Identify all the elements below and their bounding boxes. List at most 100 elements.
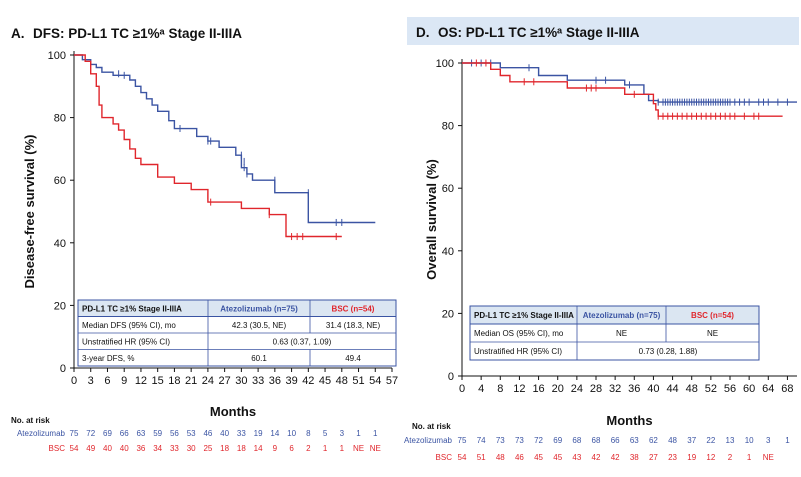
- p1-stats-row-atezo: NE: [616, 329, 627, 338]
- p0-risk-row-label: BSC: [49, 444, 66, 453]
- p1-risk-value: 51: [477, 453, 486, 462]
- p1-stats-header-label: PD-L1 TC ≥1% Stage II-IIIA: [474, 311, 574, 320]
- p0-stats-header-atezo: Atezolizumab (n=75): [220, 304, 298, 313]
- p0-stats-header-bsc: BSC (n=54): [332, 304, 375, 313]
- p1-risk-table-header: No. at risk: [412, 422, 451, 431]
- p0-y-tick-label: 20: [54, 300, 66, 312]
- p0-x-tick-label: 30: [235, 375, 247, 387]
- p0-risk-value: 1: [356, 429, 361, 438]
- p0-stats-row-combined: 0.63 (0.37, 1.09): [273, 337, 332, 346]
- p0-risk-row-label: Atezolizumab: [17, 429, 66, 438]
- p1-risk-value: 66: [611, 436, 620, 445]
- p1-risk-value: 2: [728, 453, 733, 462]
- p1-x-tick-label: 44: [666, 383, 678, 395]
- p1-x-tick-label: 40: [647, 383, 659, 395]
- p1-x-tick-label: 68: [781, 383, 793, 395]
- p1-risk-value: 48: [496, 453, 505, 462]
- p0-x-tick-label: 3: [88, 375, 94, 387]
- p1-risk-value: 63: [630, 436, 639, 445]
- p1-risk-row-label: Atezolizumab: [404, 436, 453, 445]
- p1-risk-value: 68: [592, 436, 601, 445]
- p0-risk-value: 75: [70, 429, 79, 438]
- p1-y-tick-label: 40: [442, 246, 454, 258]
- p0-risk-value: NE: [353, 444, 364, 453]
- p0-risk-value: 66: [120, 429, 129, 438]
- p1-risk-value: 37: [687, 436, 696, 445]
- p0-risk-value: 2: [306, 444, 311, 453]
- p0-risk-value: 40: [120, 444, 129, 453]
- p1-stats-header-bsc: BSC (n=54): [691, 311, 734, 320]
- p1-risk-value: 48: [668, 436, 677, 445]
- panel-a-label: A.: [11, 26, 25, 41]
- p1-risk-value: 10: [745, 436, 754, 445]
- p0-risk-value: 49: [86, 444, 95, 453]
- p1-risk-row-label: BSC: [436, 453, 453, 462]
- p0-x-tick-label: 36: [269, 375, 281, 387]
- p0-risk-value: 33: [237, 429, 246, 438]
- p1-x-tick-label: 8: [497, 383, 503, 395]
- p0-risk-value: 1: [323, 444, 328, 453]
- p0-risk-value: 40: [103, 444, 112, 453]
- p1-risk-value: 45: [534, 453, 543, 462]
- p0-y-tick-label: 0: [60, 363, 66, 375]
- p0-y-tick-label: 40: [54, 238, 66, 250]
- p0-x-tick-label: 24: [202, 375, 214, 387]
- p1-risk-value: 62: [649, 436, 658, 445]
- p0-x-tick-label: 33: [252, 375, 264, 387]
- p1-x-tick-label: 52: [705, 383, 717, 395]
- p1-x-tick-label: 32: [609, 383, 621, 395]
- p0-stats-row-bsc: 31.4 (18.3, NE): [326, 321, 381, 330]
- p0-risk-value: 6: [289, 444, 294, 453]
- p1-risk-value: 12: [706, 453, 715, 462]
- p0-risk-value: 5: [323, 429, 328, 438]
- panel-a-title: DFS: PD-L1 TC ≥1%ᵃ Stage II-IIIA: [33, 26, 242, 41]
- p0-stats-row-atezo: 42.3 (30.5, NE): [232, 321, 287, 330]
- p0-y-tick-label: 100: [48, 50, 66, 62]
- p1-risk-value: 72: [534, 436, 543, 445]
- p0-risk-value: 56: [170, 429, 179, 438]
- p0-x-tick-label: 21: [185, 375, 197, 387]
- p0-stats-row-label: Median DFS (95% CI), mo: [82, 321, 176, 330]
- p0-risk-value: 14: [254, 444, 263, 453]
- p0-risk-table-header: No. at risk: [11, 416, 50, 425]
- p0-risk-value: 1: [340, 444, 345, 453]
- p0-risk-value: 14: [270, 429, 279, 438]
- p1-risk-value: 19: [687, 453, 696, 462]
- p0-risk-value: 33: [170, 444, 179, 453]
- p1-x-tick-label: 4: [478, 383, 484, 395]
- panel-d-title: OS: PD-L1 TC ≥1%ᵃ Stage II-IIIA: [438, 25, 640, 40]
- p1-risk-value: 46: [515, 453, 524, 462]
- p0-x-tick-label: 9: [121, 375, 127, 387]
- p0-x-tick-label: 0: [71, 375, 77, 387]
- p1-x-tick-label: 36: [628, 383, 640, 395]
- p0-x-tick-label: 57: [386, 375, 398, 387]
- p0-series-line-atezolizumab: [74, 54, 376, 224]
- p1-risk-value: 75: [458, 436, 467, 445]
- p1-stats-table: PD-L1 TC ≥1% Stage II-IIIA Atezolizumab (…: [469, 305, 760, 361]
- p0-risk-value: 59: [153, 429, 162, 438]
- p1-stats-row-combined: 0.73 (0.28, 1.88): [639, 347, 698, 356]
- p0-stats-row-label: Unstratified HR (95% CI): [82, 337, 170, 346]
- p1-x-tick-label: 12: [513, 383, 525, 395]
- p1-x-tick-label: 60: [743, 383, 755, 395]
- p0-risk-value: 36: [136, 444, 145, 453]
- p1-risk-value: 1: [785, 436, 790, 445]
- p0-risk-value: 18: [220, 444, 229, 453]
- p1-risk-value: 42: [611, 453, 620, 462]
- p1-x-tick-label: 64: [762, 383, 774, 395]
- p0-risk-value: 10: [287, 429, 296, 438]
- p1-risk-value: 74: [477, 436, 486, 445]
- p0-x-axis-label: Months: [210, 404, 256, 419]
- p0-risk-value: NE: [370, 444, 381, 453]
- p1-stats-header-atezo: Atezolizumab (n=75): [583, 311, 661, 320]
- p0-stats-table: PD-L1 TC ≥1% Stage II-IIIA Atezolizumab (…: [77, 299, 397, 367]
- p1-x-tick-label: 24: [571, 383, 583, 395]
- p0-stats-row-atezo: 60.1: [251, 354, 267, 363]
- p0-y-tick-label: 60: [54, 175, 66, 187]
- p0-risk-value: 34: [153, 444, 162, 453]
- p1-risk-value: 54: [458, 453, 467, 462]
- p1-series-line-bsc: [462, 62, 783, 117]
- p0-risk-value: 53: [187, 429, 196, 438]
- p0-y-axis-label: Disease-free survival (%): [22, 135, 37, 289]
- p1-y-tick-label: 100: [436, 58, 454, 70]
